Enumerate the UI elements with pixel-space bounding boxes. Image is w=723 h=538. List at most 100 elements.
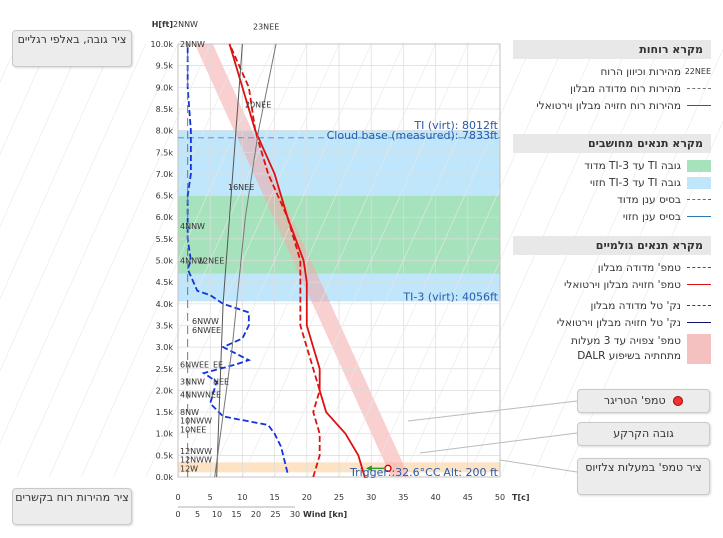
wind-measured-label: 4NNW bbox=[180, 257, 205, 266]
trigger-arrow-head bbox=[365, 465, 372, 472]
alt-tick-label: 9.5k bbox=[156, 62, 174, 71]
trigger-annotation: Trigger::32.6°CC bbox=[349, 466, 441, 479]
skew-line bbox=[274, 43, 469, 478]
temp-axis-callout: ציר טמפ' במעלות צלזיוס bbox=[577, 458, 710, 495]
alt-tick-label: 5.0k bbox=[156, 257, 174, 266]
alt-tick-label: 1.0k bbox=[156, 430, 174, 439]
computed-legend-row-virt: גובה TI עד TI-3 חזוי bbox=[513, 174, 711, 191]
raw-legend-row-dalr: טמפ' צפויה עד 3 מעלות מתחתיה בשיפוע DALR bbox=[513, 334, 711, 368]
wind-virtual-label: 12NEE bbox=[198, 257, 224, 266]
raw-legend-row-dew-meas: נק' טל מדודה מבלון bbox=[513, 297, 711, 314]
dashed-gray-line-icon bbox=[687, 88, 711, 89]
wind-measured-label: 12NWW bbox=[180, 447, 212, 456]
skew-line bbox=[0, 43, 114, 300]
wind-tick-label: 5 bbox=[195, 510, 200, 519]
temp-tick-label: 0 bbox=[175, 493, 180, 502]
wind-legend-row3: מהירות רוח חזויה מבלון וירטואלי bbox=[536, 99, 681, 112]
alt-tick-label: 7.5k bbox=[156, 148, 174, 157]
alt-tick-label: 6.0k bbox=[156, 213, 174, 222]
wind-axis-callout-text: ציר מהירות רוח בקשרים bbox=[15, 491, 129, 504]
wind-tick-label: 20 bbox=[251, 510, 261, 519]
alt-tick-label: 2.5k bbox=[156, 365, 174, 374]
wind-measured-label: 6NWEE bbox=[192, 326, 221, 335]
plot-frame bbox=[177, 43, 501, 478]
solid-navy-line-icon bbox=[687, 322, 711, 323]
wind-measured-label: 8NW bbox=[180, 408, 199, 417]
temp-tick-label: 15 bbox=[270, 493, 280, 502]
alt-tick-label: 9.0k bbox=[156, 83, 174, 92]
raw-legend: מקרא תנאים גולמיים טמפ' מדודה מבלון טמפ'… bbox=[513, 236, 711, 368]
pink-box-icon bbox=[687, 334, 711, 364]
wind-axis-label: Wind [kn] bbox=[303, 510, 347, 519]
temp-measured-series bbox=[228, 43, 321, 478]
trigger-callout: טמפ' הטריגר bbox=[577, 389, 710, 413]
computed-legend-title: מקרא תנאים מחושבים bbox=[513, 134, 711, 153]
wind-measured-label: 10NWW bbox=[180, 417, 212, 426]
ti3-virt-annotation: TI-3 (virt): 4056ft bbox=[402, 290, 498, 303]
callout-connector bbox=[407, 400, 578, 422]
solid-gray-line-icon bbox=[687, 105, 711, 106]
temp-virtual-series bbox=[228, 43, 366, 478]
wind-virtual-label: 16NEE bbox=[228, 183, 254, 192]
alt-axis-callout-text: ציר גובה, באלפי רגליים bbox=[17, 33, 127, 46]
raw-legend-row-dew-virt: נק' טל חזויה מבלון וירטואלי bbox=[513, 314, 711, 331]
wind-legend-row1: מהירות וכיוון הרוח bbox=[600, 65, 681, 78]
computed-legend: מקרא תנאים מחושבים גובה TI עד TI-3 מדוד … bbox=[513, 134, 711, 225]
callout-connector bbox=[499, 459, 578, 473]
temp-tick-label: 45 bbox=[463, 493, 473, 502]
alt-axis-unit: H[ft] bbox=[152, 20, 173, 29]
raw-legend-row4: נק' טל חזויה מבלון וירטואלי bbox=[556, 316, 681, 329]
raw-legend-row5: טמפ' צפויה עד 3 מעלות מתחתיה בשיפוע DALR bbox=[570, 335, 681, 362]
wind-measured-label: 4NNW bbox=[180, 222, 205, 231]
raw-legend-row-temp-virt: טמפ' חזויה מבלון וירטואלי bbox=[513, 276, 711, 293]
wind-virtual-label: 23NEE bbox=[253, 23, 279, 32]
temp-tick-label: 10 bbox=[237, 493, 247, 502]
dashed-red-line-icon bbox=[687, 267, 711, 268]
computed-legend-row1: גובה TI עד TI-3 מדוד bbox=[584, 159, 681, 172]
wind-measured-label: 2NNW bbox=[180, 40, 205, 49]
skew-line bbox=[0, 43, 50, 156]
alt-tick-label: 1.5k bbox=[156, 408, 174, 417]
temp-tick-label: 20 bbox=[302, 493, 312, 502]
cloud-base-annotation: Cloud base (measured): 7833ft bbox=[327, 129, 499, 142]
alt-tick-label: 4.5k bbox=[156, 278, 174, 287]
wind-measured-label: 3NNW bbox=[180, 378, 205, 387]
alt-annotation: Alt: 200 ft bbox=[443, 466, 498, 479]
dashed-blue-line-icon bbox=[687, 305, 711, 306]
skew-line bbox=[0, 43, 82, 228]
skew-line bbox=[306, 43, 501, 478]
wind-virtual-label: NEE bbox=[213, 378, 229, 387]
blue-box-icon bbox=[687, 176, 711, 189]
series-layer bbox=[178, 43, 578, 478]
alt-tick-label: 0.0k bbox=[156, 473, 174, 482]
temp-tick-label: 35 bbox=[398, 493, 408, 502]
temp-tick-label: 5 bbox=[208, 493, 213, 502]
raw-legend-row-temp-meas: טמפ' מדודה מבלון bbox=[513, 259, 711, 276]
alt-tick-label: 4.0k bbox=[156, 300, 174, 309]
dashed-teal-line-icon bbox=[687, 199, 711, 200]
alt-tick-label: 8.5k bbox=[156, 105, 174, 114]
wind-legend-row2: מהירות רוח מדודה מבלון bbox=[570, 82, 681, 95]
solid-red-line-icon bbox=[687, 284, 711, 285]
ti-virt-annotation: TI (virt): 8012ft bbox=[413, 119, 498, 132]
wind-tick-label: 15 bbox=[231, 510, 241, 519]
alt-tick-label: 7.0k bbox=[156, 170, 174, 179]
computed-legend-row3: בסיס ענן מדוד bbox=[617, 193, 681, 206]
callout-connector bbox=[419, 432, 578, 454]
wind-tick-label: 0 bbox=[175, 510, 180, 519]
skew-line bbox=[499, 43, 694, 478]
raw-legend-row2: טמפ' חזויה מבלון וירטואלי bbox=[564, 278, 681, 291]
temp-tick-label: 40 bbox=[431, 493, 441, 502]
skew-line bbox=[0, 43, 18, 83]
wind-tick-label: 10 bbox=[212, 510, 222, 519]
alt-tick-label: 6.5k bbox=[156, 192, 174, 201]
solid-teal-line-icon bbox=[687, 216, 711, 217]
skew-line bbox=[48, 43, 243, 478]
wind-tick-label: 25 bbox=[270, 510, 280, 519]
skew-line bbox=[0, 43, 147, 372]
alt-tick-label: 5.5k bbox=[156, 235, 174, 244]
alt-tick-label: 3.0k bbox=[156, 343, 174, 352]
temp-tick-label: 25 bbox=[334, 493, 344, 502]
alt-tick-label: 3.5k bbox=[156, 321, 174, 330]
